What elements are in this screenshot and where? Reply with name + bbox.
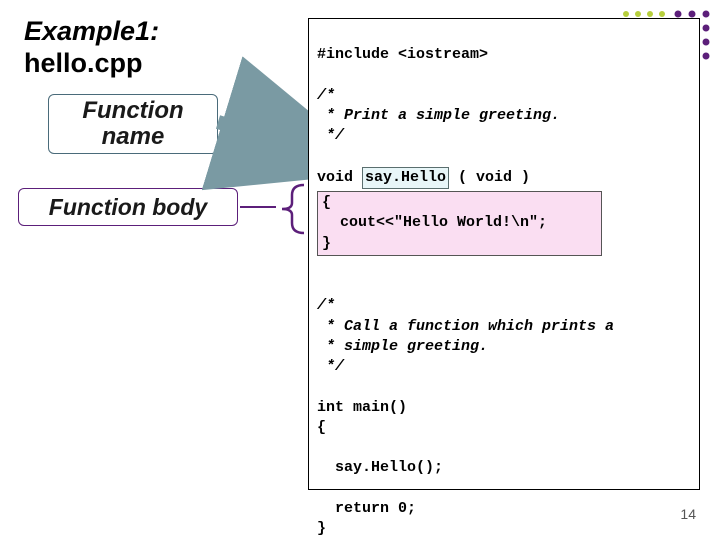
code-comment1-l1: /* — [317, 87, 335, 104]
code-fn-sig-pre: void — [317, 169, 353, 186]
slide-title-filename: hello.cpp — [24, 48, 143, 79]
function-body-label-text: Function body — [49, 194, 207, 221]
code-body-stmt: cout<<"Hello World!\n"; — [322, 214, 547, 231]
body-bracket — [276, 183, 306, 235]
code-include: #include <iostream> — [317, 46, 488, 63]
code-comment2-l1: /* — [317, 297, 335, 314]
function-name-label: Function name — [48, 94, 218, 154]
function-name-label-text: Function name — [82, 98, 183, 151]
code-main-ret: return 0; — [317, 500, 416, 517]
code-fn-body-highlight: { cout<<"Hello World!\n"; } — [317, 191, 602, 256]
page-number: 14 — [680, 506, 696, 522]
code-main-sig: int main() — [317, 399, 407, 416]
code-block: #include <iostream> /* * Print a simple … — [308, 18, 700, 490]
code-comment2-l3: * simple greeting. — [317, 338, 488, 355]
code-main-open: { — [317, 419, 326, 436]
code-comment2-l2: * Call a function which prints a — [317, 318, 614, 335]
function-body-label: Function body — [18, 188, 238, 226]
code-body-open: { — [322, 194, 331, 211]
slide-title-example: Example1: — [24, 16, 159, 47]
code-fn-sig-post: ( void ) — [449, 169, 530, 186]
code-comment2-l4: */ — [317, 358, 344, 375]
code-body-close: } — [322, 235, 331, 252]
code-main-call: say.Hello(); — [317, 459, 443, 476]
code-comment1-l2: * Print a simple greeting. — [317, 107, 560, 124]
code-main-close: } — [317, 520, 326, 537]
code-fn-name-highlight: say.Hello — [362, 167, 449, 189]
code-comment1-l3: */ — [317, 127, 344, 144]
